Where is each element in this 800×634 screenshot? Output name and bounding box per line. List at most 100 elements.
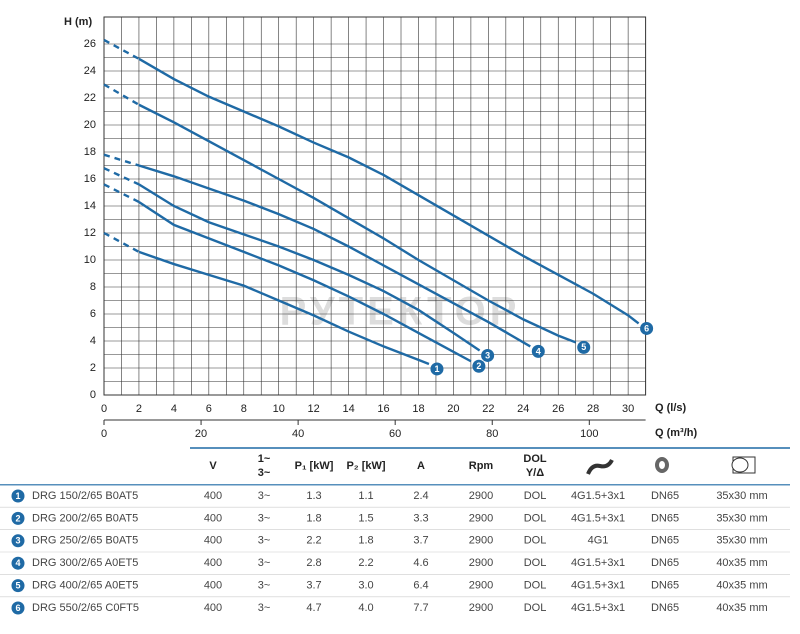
table-cell: DRG 550/2/65 C0FT5 — [32, 602, 139, 614]
table-cell: DOL — [524, 557, 547, 569]
curve — [138, 250, 430, 366]
table-cell: 400 — [204, 580, 222, 592]
table-header: 1~ — [258, 453, 271, 465]
table-cell: 3.3 — [413, 512, 428, 524]
curve-marker-label: 2 — [476, 361, 481, 371]
y-tick-label: 6 — [90, 308, 96, 320]
table-cell: 1.8 — [358, 535, 373, 547]
x-tick-label: 26 — [552, 403, 564, 415]
table-cell: 2900 — [469, 557, 493, 569]
x-tick-label: 22 — [482, 403, 494, 415]
table-cell: 3.7 — [306, 580, 321, 592]
table-cell: DOL — [524, 512, 547, 524]
table-cell: 40x35 mm — [716, 602, 767, 614]
table-cell: DRG 200/2/65 B0AT5 — [32, 512, 138, 524]
outlet-icon — [655, 457, 669, 473]
table-cell: 4G1.5+3x1 — [571, 602, 625, 614]
curve-marker-label: 3 — [485, 350, 490, 360]
table-cell: DN65 — [651, 580, 679, 592]
x-tick-label: 2 — [136, 403, 142, 415]
curve — [138, 183, 481, 352]
table-cell: 1.8 — [306, 512, 321, 524]
curve-marker — [472, 359, 486, 373]
x2-tick-label: 80 — [486, 428, 498, 440]
row-marker — [11, 511, 25, 525]
table-header: P₁ [kW] — [295, 460, 334, 472]
x-tick-label: 4 — [171, 403, 177, 415]
watermark: РУТЕКТОР — [280, 290, 521, 334]
y-tick-label: 12 — [84, 227, 96, 239]
table-header: Rpm — [469, 460, 494, 472]
y-tick-label: 20 — [84, 119, 96, 131]
y-tick-label: 24 — [84, 65, 96, 77]
row-marker-label: 2 — [15, 513, 20, 523]
table-cell: 40x35 mm — [716, 557, 767, 569]
x2-tick-label: 0 — [101, 428, 107, 440]
table-cell: DN65 — [651, 490, 679, 502]
table-cell: 40x35 mm — [716, 580, 767, 592]
table-cell: 1.1 — [358, 490, 373, 502]
table-cell: DRG 300/2/65 A0ET5 — [32, 557, 138, 569]
y-tick-label: 18 — [84, 146, 96, 158]
table-cell: DRG 400/2/65 A0ET5 — [32, 580, 138, 592]
table-cell: 4.7 — [306, 602, 321, 614]
curve — [138, 164, 531, 348]
y-tick-label: 16 — [84, 173, 96, 185]
table-header: V — [209, 460, 217, 472]
x-axis-label: Q (l/s) — [655, 402, 687, 414]
curve-marker-label: 1 — [434, 364, 439, 374]
curve — [138, 200, 472, 363]
table-cell: DN65 — [651, 535, 679, 547]
x-tick-label: 28 — [587, 403, 599, 415]
table-cell: 3~ — [258, 557, 271, 569]
table-cell: 4.6 — [413, 557, 428, 569]
table-cell: 1.5 — [358, 512, 373, 524]
table-cell: 4G1 — [588, 535, 609, 547]
table-cell: 3.0 — [358, 580, 373, 592]
table-cell: DOL — [524, 602, 547, 614]
table-cell: 3~ — [258, 580, 271, 592]
grid — [103, 17, 646, 396]
table-cell: 2.2 — [306, 535, 321, 547]
table-cell: 4G1.5+3x1 — [571, 490, 625, 502]
table-cell: 2.2 — [358, 557, 373, 569]
table-cell: DOL — [524, 580, 547, 592]
x2-tick-label: 60 — [389, 428, 401, 440]
table-cell: DN65 — [651, 512, 679, 524]
table-cell: 3.7 — [413, 535, 428, 547]
x-tick-label: 10 — [273, 403, 285, 415]
table-cell: 35x30 mm — [716, 490, 767, 502]
table-header: 3~ — [258, 467, 271, 479]
table-cell: DOL — [524, 490, 547, 502]
solids-icon — [731, 456, 756, 474]
x-tick-label: 20 — [447, 403, 459, 415]
curve-marker — [640, 321, 654, 335]
table-cell: 4.0 — [358, 602, 373, 614]
table-header: A — [417, 460, 425, 472]
table-cell: 400 — [204, 490, 222, 502]
table-cell: DN65 — [651, 557, 679, 569]
table-header: Y/Δ — [526, 467, 544, 479]
y-tick-label: 4 — [90, 335, 96, 347]
curve-marker — [577, 340, 591, 354]
table-cell: 400 — [204, 512, 222, 524]
table-cell: 3~ — [258, 602, 271, 614]
curve-marker — [481, 348, 495, 362]
table-header: DOL — [523, 453, 547, 465]
y-tick-label: 26 — [84, 38, 96, 50]
x-tick-label: 24 — [517, 403, 529, 415]
curve — [138, 103, 577, 344]
x-tick-label: 18 — [412, 403, 424, 415]
y-axis-label: H (m) — [64, 16, 92, 28]
x-tick-label: 6 — [206, 403, 212, 415]
table-cell: 2900 — [469, 535, 493, 547]
row-marker — [11, 556, 25, 570]
row-marker — [11, 601, 25, 615]
x-tick-label: 0 — [101, 403, 107, 415]
table-cell: 7.7 — [413, 602, 428, 614]
x2-tick-label: 40 — [292, 428, 304, 440]
cable-icon — [586, 459, 614, 475]
table-cell: DRG 250/2/65 B0AT5 — [32, 535, 138, 547]
table-cell: 2.8 — [306, 557, 321, 569]
